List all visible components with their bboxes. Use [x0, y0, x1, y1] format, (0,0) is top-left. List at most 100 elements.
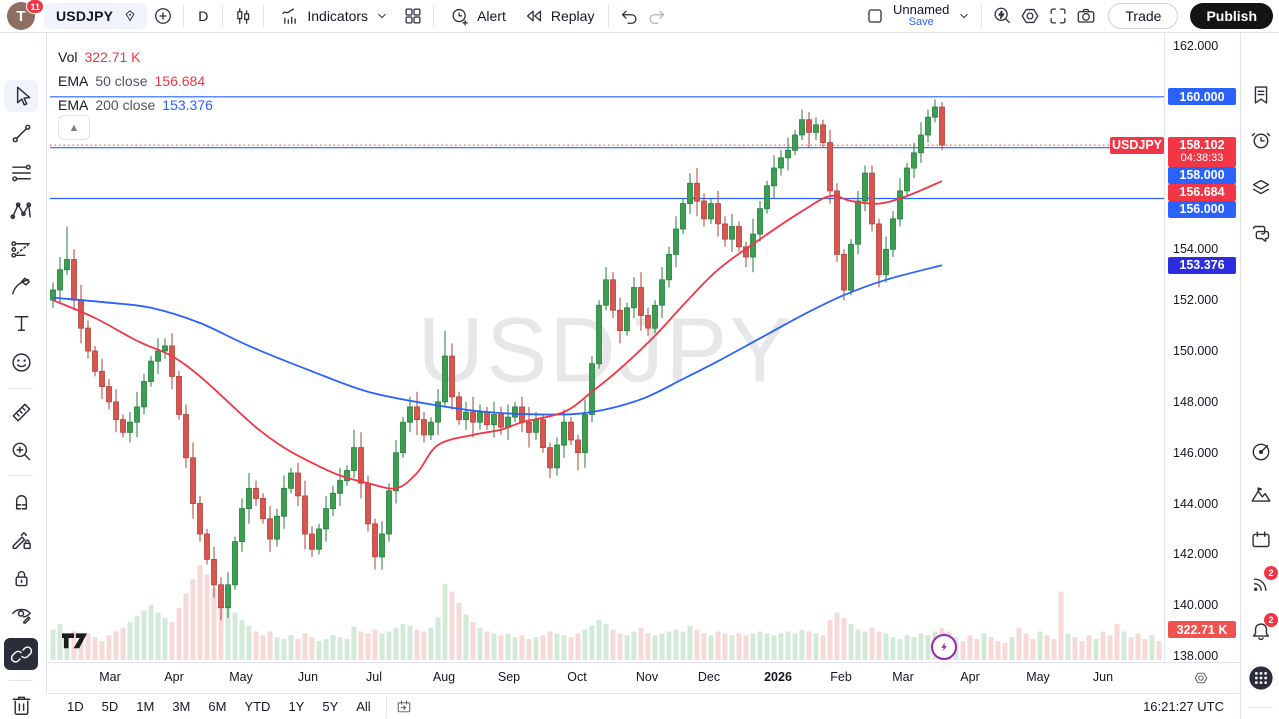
- divider: [183, 5, 185, 27]
- range-button-1y[interactable]: 1Y: [288, 699, 305, 714]
- calendar-icon: [1248, 527, 1274, 553]
- fib-retracement-tool-button[interactable]: [4, 156, 38, 188]
- time-tick: Dec: [697, 670, 721, 684]
- range-button-ytd[interactable]: YTD: [244, 699, 271, 714]
- ideas-button[interactable]: [1247, 481, 1275, 509]
- publish-button[interactable]: Publish: [1190, 3, 1273, 29]
- legend-row-volume[interactable]: Vol 322.71 K: [58, 45, 213, 69]
- fullscreen-icon[interactable]: [1046, 4, 1070, 28]
- instant-trading-icon[interactable]: [931, 634, 957, 660]
- range-button-all[interactable]: All: [356, 699, 371, 714]
- time-tick: 2026: [764, 670, 792, 684]
- magnet-mode-button[interactable]: [4, 485, 38, 517]
- notifications-count-badge: 2: [1264, 613, 1278, 627]
- clock-utc[interactable]: 16:21:27 UTC: [1143, 699, 1224, 714]
- time-tick: Jun: [1092, 670, 1114, 684]
- range-button-1d[interactable]: 1D: [67, 699, 84, 714]
- time-tick: Oct: [567, 670, 587, 684]
- chart-plot[interactable]: [46, 33, 1164, 662]
- symbol-name: USDJPY: [56, 8, 114, 24]
- tradingview-logo[interactable]: [59, 625, 91, 651]
- hide-drawings-button[interactable]: [4, 598, 38, 630]
- layout-chevron-icon[interactable]: [955, 7, 973, 25]
- chart-type-candles-icon[interactable]: [231, 4, 255, 28]
- last-price-tag: 158.102 04:38:33: [1168, 136, 1236, 167]
- legend-collapse-button[interactable]: ▲: [58, 115, 90, 140]
- brush-tool-button[interactable]: [4, 270, 38, 302]
- range-button-6m[interactable]: 6M: [208, 699, 227, 714]
- chevron-down-icon: [373, 7, 391, 25]
- range-button-1m[interactable]: 1M: [136, 699, 155, 714]
- indicators-label: Indicators: [307, 8, 369, 24]
- indicator-templates-icon[interactable]: [401, 4, 425, 28]
- watchlist-icon: [1248, 82, 1274, 108]
- symbol-search-button[interactable]: USDJPY: [44, 3, 148, 29]
- object-tree-button[interactable]: [1247, 173, 1275, 201]
- range-button-3m[interactable]: 3M: [172, 699, 191, 714]
- projection-tool-button[interactable]: [4, 233, 38, 265]
- time-axis[interactable]: Mar Apr May Jun Jul Aug Sep Oct Nov Dec 2026 Feb Mar…: [46, 662, 1240, 693]
- indicators-icon: [278, 4, 302, 28]
- time-tick: Jul: [366, 670, 382, 684]
- calendar-button[interactable]: [1247, 526, 1275, 554]
- alerts-panel-button[interactable]: [1247, 126, 1275, 154]
- notifications-button[interactable]: 2: [1247, 613, 1278, 645]
- compare-add-symbol-icon[interactable]: [151, 4, 175, 28]
- symbol-watermark: USDJPY: [417, 299, 793, 402]
- replay-button[interactable]: Replay: [516, 3, 601, 29]
- layout-name-block[interactable]: Unnamed Save: [893, 3, 949, 28]
- redo-icon[interactable]: [645, 4, 669, 28]
- watchlist-button[interactable]: [1247, 81, 1275, 109]
- settings-icon[interactable]: [1018, 4, 1042, 28]
- cursor-tool-button[interactable]: [4, 80, 38, 112]
- range-button-5y[interactable]: 5Y: [322, 699, 339, 714]
- go-to-date-icon[interactable]: [395, 698, 413, 716]
- snapshot-camera-icon[interactable]: [1074, 4, 1098, 28]
- news-feed-icon: [1248, 571, 1274, 597]
- quick-search-icon[interactable]: [990, 4, 1014, 28]
- lock-icon: [8, 565, 35, 592]
- text-icon: [8, 310, 35, 337]
- remove-drawings-button[interactable]: [4, 689, 38, 719]
- trend-line-tool-button[interactable]: [4, 117, 38, 149]
- alert-button[interactable]: Alert: [442, 3, 512, 29]
- save-link[interactable]: Save: [908, 16, 934, 29]
- undo-icon[interactable]: [617, 4, 641, 28]
- user-menu[interactable]: T 11: [6, 0, 44, 31]
- text-tool-button[interactable]: [4, 307, 38, 339]
- trade-button[interactable]: Trade: [1108, 3, 1179, 29]
- emoji-tool-button[interactable]: [4, 346, 38, 378]
- magnet-icon: [8, 488, 35, 515]
- screener-button[interactable]: [1247, 438, 1275, 466]
- divider: [9, 475, 33, 476]
- zoom-in-tool-button[interactable]: [4, 435, 38, 467]
- pattern-tool-button[interactable]: [4, 194, 38, 226]
- date-ranges: 1D 5D 1M 3M 6M YTD 1Y 5Y All: [60, 697, 378, 716]
- bar-countdown: 04:38:33: [1180, 152, 1224, 165]
- drawing-mode-button[interactable]: [4, 524, 38, 556]
- measure-tool-button[interactable]: [4, 396, 38, 428]
- target-icon: [1248, 439, 1274, 465]
- alarm-clock-icon: [1248, 127, 1274, 153]
- level-tag: 160.000: [1168, 88, 1236, 106]
- chart-pane[interactable]: USDJPY Vol 322.71 K EMA 50 close 156.684…: [46, 33, 1240, 693]
- time-tick: Nov: [635, 670, 659, 684]
- chat-button[interactable]: [1247, 219, 1275, 247]
- range-button-5d[interactable]: 5D: [101, 699, 119, 714]
- lock-drawings-button[interactable]: [4, 562, 38, 594]
- time-tick: Apr: [164, 670, 184, 684]
- legend-row-ema50[interactable]: EMA 50 close 156.684: [58, 69, 213, 93]
- layout-select-icon[interactable]: [863, 4, 887, 28]
- legend-row-ema200[interactable]: EMA 200 close 153.376: [58, 93, 213, 117]
- divider: [608, 5, 610, 27]
- price-axis[interactable]: 162.000 154.000 152.000 150.000 148.000 146.0…: [1164, 33, 1240, 663]
- symbol-info-icon[interactable]: [121, 7, 139, 25]
- time-axis-settings-icon[interactable]: [1192, 669, 1210, 687]
- interval-button[interactable]: D: [192, 3, 214, 29]
- sync-drawings-button[interactable]: [4, 638, 38, 670]
- news-button[interactable]: 2: [1247, 566, 1278, 598]
- notification-count-badge: 11: [26, 0, 44, 14]
- apps-menu-button[interactable]: [1247, 664, 1275, 692]
- price-tick: 150.000: [1173, 344, 1219, 358]
- indicators-button[interactable]: Indicators: [272, 3, 397, 29]
